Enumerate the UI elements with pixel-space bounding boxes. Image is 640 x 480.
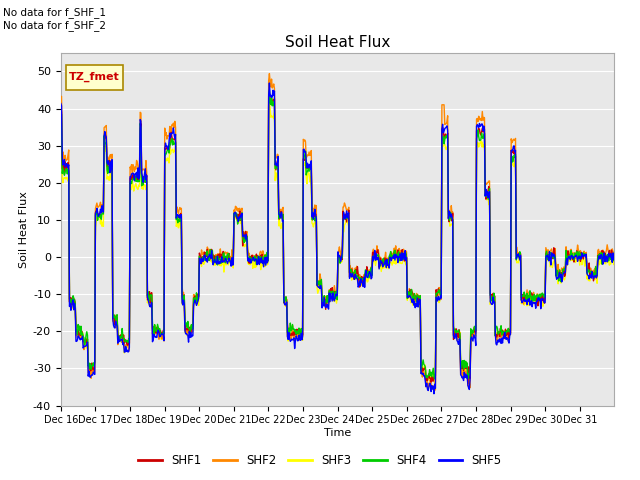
SHF2 <box>396 246 403 252</box>
SHF2 <box>611 254 618 260</box>
SHF3 <box>266 100 273 106</box>
SHF1 <box>273 162 280 168</box>
SHF5 <box>251 257 259 263</box>
SHF3 <box>224 259 232 265</box>
SHF5 <box>396 254 403 260</box>
SHF2 <box>266 71 273 76</box>
SHF1 <box>396 254 403 260</box>
SHF2 <box>122 342 129 348</box>
SHF1 <box>57 103 65 108</box>
SHF3 <box>251 264 259 270</box>
SHF5 <box>273 163 280 168</box>
Line: SHF4: SHF4 <box>61 91 614 379</box>
SHF2 <box>431 387 439 393</box>
SHF2 <box>426 377 434 383</box>
SHF5 <box>224 261 232 266</box>
SHF5 <box>611 254 618 260</box>
SHF4 <box>396 258 403 264</box>
Line: SHF3: SHF3 <box>61 103 614 384</box>
X-axis label: Time: Time <box>324 428 351 438</box>
SHF3 <box>426 377 434 383</box>
SHF4 <box>266 88 273 94</box>
SHF3 <box>273 172 280 178</box>
SHF5 <box>266 80 273 86</box>
SHF5 <box>122 344 129 349</box>
SHF1 <box>464 381 472 386</box>
SHF4 <box>224 252 232 257</box>
SHF4 <box>251 253 259 259</box>
SHF2 <box>273 155 280 161</box>
Text: TZ_fmet: TZ_fmet <box>69 72 120 83</box>
Text: No data for f_SHF_2: No data for f_SHF_2 <box>3 20 106 31</box>
SHF4 <box>426 373 434 379</box>
SHF3 <box>431 381 438 386</box>
SHF4 <box>122 338 129 344</box>
SHF5 <box>426 381 434 386</box>
SHF4 <box>431 376 438 382</box>
Text: No data for f_SHF_1: No data for f_SHF_1 <box>3 7 106 18</box>
Line: SHF1: SHF1 <box>61 93 614 384</box>
SHF4 <box>273 164 280 169</box>
SHF1 <box>611 252 618 257</box>
SHF4 <box>57 113 65 119</box>
SHF5 <box>57 101 65 107</box>
SHF3 <box>57 116 65 121</box>
SHF1 <box>426 375 434 381</box>
Title: Soil Heat Flux: Soil Heat Flux <box>285 35 390 50</box>
Legend: SHF1, SHF2, SHF3, SHF4, SHF5: SHF1, SHF2, SHF3, SHF4, SHF5 <box>134 449 506 472</box>
SHF4 <box>611 250 618 255</box>
Y-axis label: Soil Heat Flux: Soil Heat Flux <box>19 191 29 268</box>
SHF1 <box>251 258 259 264</box>
SHF5 <box>430 391 438 396</box>
SHF2 <box>251 257 259 263</box>
SHF1 <box>122 337 129 343</box>
SHF1 <box>224 255 232 261</box>
SHF3 <box>122 343 129 349</box>
SHF3 <box>611 257 618 263</box>
SHF2 <box>224 250 232 255</box>
Line: SHF2: SHF2 <box>61 73 614 390</box>
SHF2 <box>57 95 65 100</box>
SHF3 <box>396 258 403 264</box>
SHF1 <box>266 90 273 96</box>
Line: SHF5: SHF5 <box>61 83 614 394</box>
